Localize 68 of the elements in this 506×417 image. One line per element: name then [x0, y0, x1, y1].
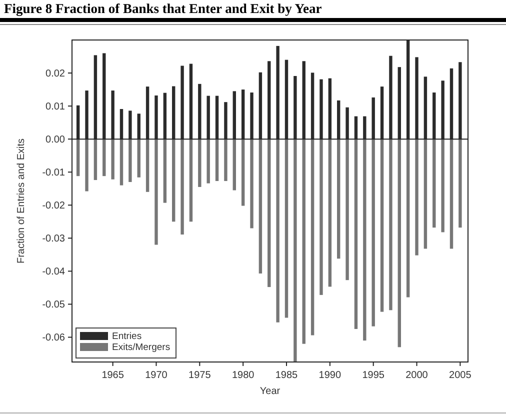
- bar: [294, 139, 297, 362]
- legend-label: Exits/Mergers: [112, 342, 170, 353]
- bar: [310, 139, 314, 336]
- y-tick-label: -0.04: [42, 266, 66, 278]
- bar: [450, 139, 454, 249]
- bar: [189, 139, 193, 222]
- x-tick-label: 1965: [102, 370, 124, 381]
- y-tick-label: 0.02: [46, 68, 66, 80]
- x-tick-label: 2000: [406, 370, 428, 381]
- bar: [441, 139, 444, 232]
- y-tick-label: 0.01: [46, 102, 66, 113]
- bar: [346, 139, 349, 280]
- bar: [337, 139, 340, 259]
- bar: [415, 139, 418, 256]
- bar: [241, 139, 245, 206]
- x-tick-label: 1995: [362, 370, 385, 381]
- bar: [458, 139, 462, 228]
- bar: [432, 139, 436, 228]
- bar: [146, 139, 150, 192]
- bar: [172, 139, 176, 222]
- bar: [76, 139, 80, 176]
- x-tick-label: 1970: [145, 370, 168, 381]
- bar: [268, 139, 271, 288]
- bar: [354, 139, 358, 329]
- bar: [328, 139, 332, 287]
- bar: [284, 139, 288, 318]
- bar: [258, 139, 262, 274]
- bar: [215, 139, 219, 182]
- x-tick-label: 1975: [188, 370, 212, 381]
- bar: [232, 139, 236, 190]
- bar: [250, 139, 254, 228]
- bar: [163, 139, 167, 203]
- bar: [137, 139, 140, 178]
- y-tick-label: -0.03: [42, 234, 66, 245]
- x-axis-title: Year: [260, 386, 281, 397]
- bar: [363, 139, 366, 341]
- x-tick-label: 1985: [275, 370, 298, 381]
- bar: [154, 139, 158, 245]
- bar: [406, 139, 410, 298]
- bar: [206, 139, 210, 184]
- chart-title: Figure 8 Fraction of Banks that Enter and Exit by Year: [4, 1, 322, 16]
- x-tick-label: 1990: [318, 370, 342, 381]
- y-tick-label: -0.05: [42, 300, 66, 311]
- bar: [85, 139, 88, 192]
- bar: [380, 139, 384, 312]
- y-tick-label: -0.01: [42, 168, 66, 179]
- bar: [94, 139, 98, 180]
- x-tick-label: 2005: [449, 370, 472, 381]
- bar: [424, 139, 428, 249]
- bar: [198, 139, 202, 187]
- y-tick-label: -0.06: [42, 332, 66, 344]
- bar: [111, 139, 114, 180]
- bar: [120, 139, 124, 186]
- x-tick-label: 1980: [232, 370, 255, 381]
- bar: [302, 139, 306, 344]
- bar: [372, 139, 375, 326]
- bar: [389, 139, 392, 310]
- y-tick-label: 0.00: [46, 134, 66, 146]
- y-tick-label: -0.02: [42, 200, 66, 212]
- bar: [398, 139, 401, 348]
- bar: [224, 139, 228, 182]
- bar: [320, 139, 323, 295]
- y-axis-title: Fraction of Entries and Exits: [16, 138, 27, 264]
- bar: [102, 139, 106, 176]
- legend-label: Entries: [112, 331, 142, 342]
- bar: [128, 139, 132, 182]
- bar: [180, 139, 184, 235]
- bar: [276, 139, 280, 322]
